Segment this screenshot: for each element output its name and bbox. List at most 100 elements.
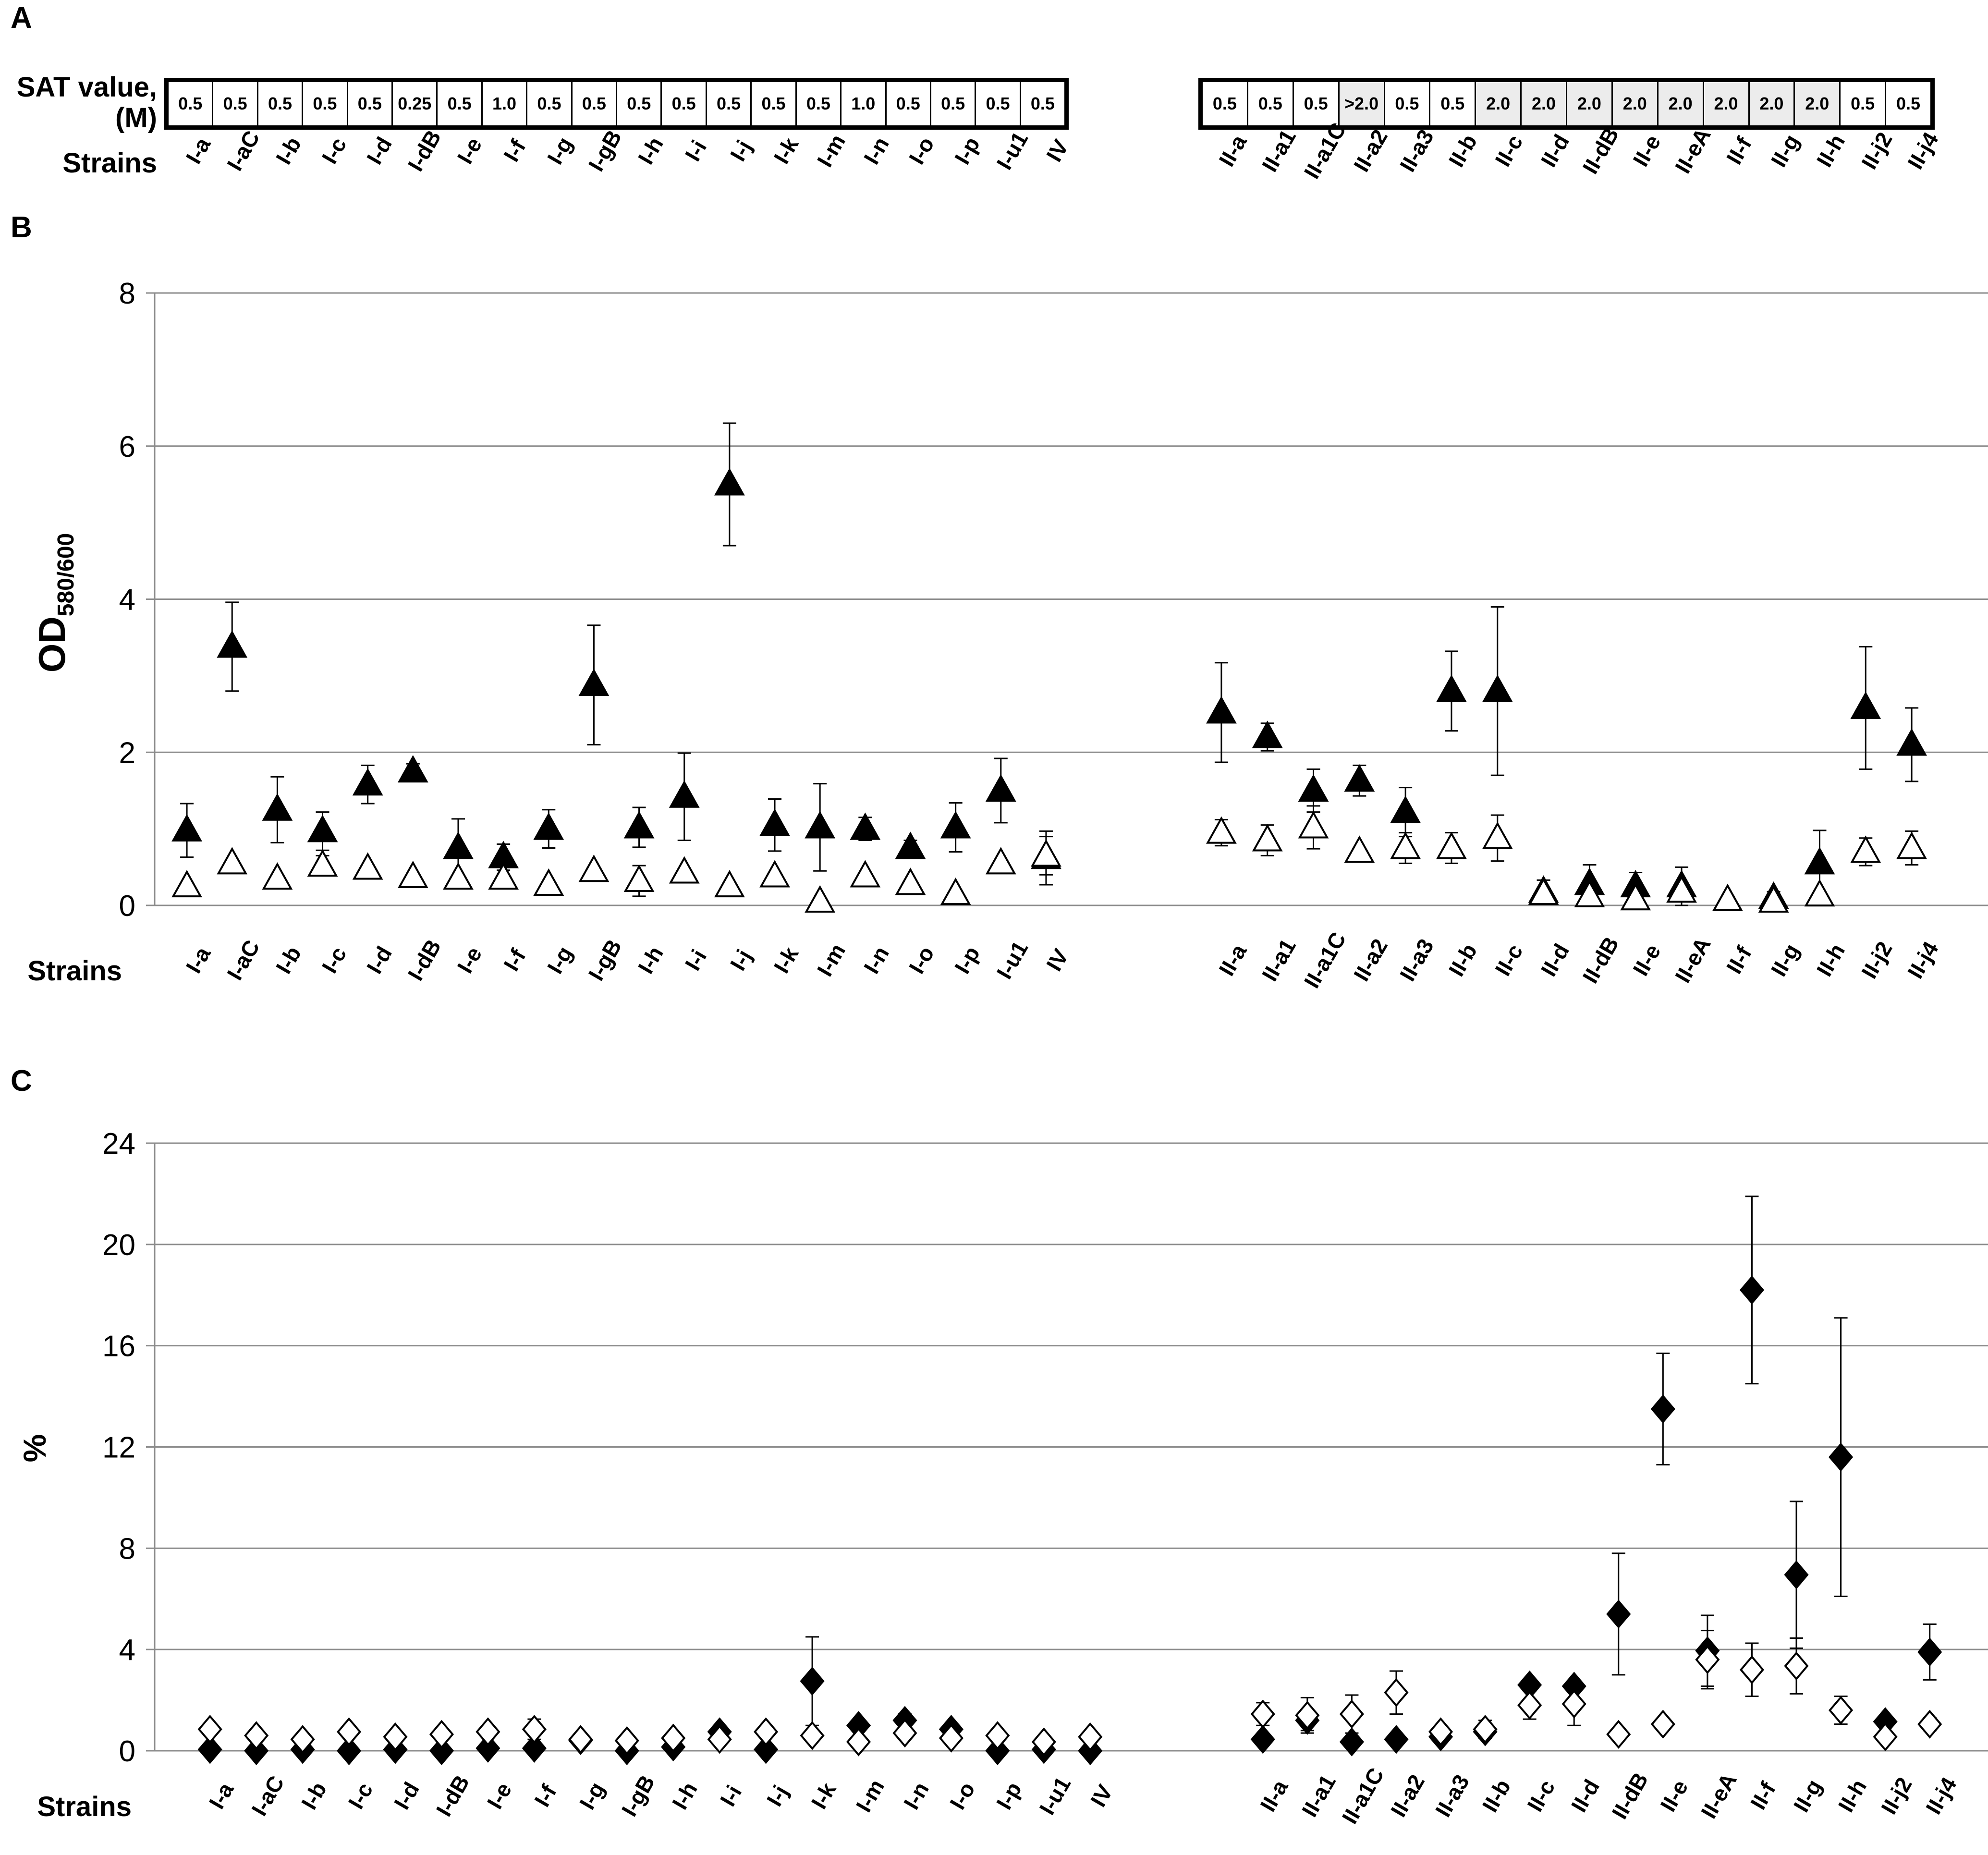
- sat-value-cell: 2.0: [1795, 82, 1841, 125]
- sat-value-cell: 2.0: [1522, 82, 1567, 125]
- chart-b-point-filled: [1206, 696, 1237, 724]
- panel-letter-a: A: [11, 1, 32, 35]
- chart-b-point-filled: [759, 808, 790, 836]
- chart-c-strain-labels-group2: II-a II-a1 II-a1C II-a2 II-a3 II-b II-c II-d II-…: [1241, 1763, 1962, 1828]
- chart-b-point-open: [1758, 885, 1789, 913]
- chart-b-point-open: [1206, 816, 1237, 844]
- chart-c-point-open: [568, 1725, 593, 1754]
- chart-c-point-open: [1517, 1691, 1542, 1720]
- chart-b-point-open: [1666, 875, 1697, 903]
- chart-b-point-filled: [533, 812, 564, 840]
- chart-b-point-open: [1298, 811, 1329, 839]
- chart-c-point-open: [1739, 1655, 1765, 1684]
- chart-b-point-open: [488, 862, 519, 890]
- sat-value-cell: 2.0: [1749, 82, 1795, 125]
- chart-b-y-axis-label-sub: 580/600: [53, 533, 79, 617]
- sat-value-cell: 0.5: [303, 82, 348, 125]
- chart-c-point-open: [383, 1722, 408, 1752]
- chart-c-point-open: [1473, 1715, 1498, 1744]
- chart-b-point-open: [1896, 831, 1927, 859]
- sat-value-label-line1: SAT value,: [16, 72, 157, 103]
- chart-b-point-filled: [895, 831, 926, 859]
- chart-b-ytick-label: 2: [119, 736, 135, 769]
- chart-b-point-open: [985, 847, 1016, 875]
- chart-b-point-open: [1620, 883, 1651, 911]
- sat-value-cell: 0.5: [1293, 82, 1340, 125]
- chart-c-point-filled: [800, 1666, 825, 1696]
- chart-c-point-open: [1561, 1689, 1586, 1719]
- chart-b-y-axis-label-main: OD: [31, 616, 73, 672]
- chart-b-point-filled: [443, 831, 474, 859]
- chart-c-strain-labels-group1: I-a I-aC I-b I-c I-d I-dB I-e I-f I-g I-gB I-h I-i I…: [187, 1771, 1118, 1820]
- chart-b-point-filled: [262, 793, 293, 821]
- chart-b-point-open: [443, 862, 474, 890]
- sat-value-cell: 0.5: [662, 82, 707, 125]
- chart-b-point-open: [1528, 877, 1559, 905]
- chart-c-point-open: [707, 1725, 732, 1754]
- sat-value-cell: 1.0: [842, 82, 887, 125]
- sat-value-cell: 0.5: [796, 82, 842, 125]
- chart-c-point-open: [1695, 1645, 1720, 1674]
- sat-value-cell: 0.25: [393, 82, 438, 125]
- chart-b-point-open: [623, 864, 655, 892]
- chart-b-point-filled: [1850, 691, 1881, 719]
- chart-c-point-filled: [754, 1735, 779, 1764]
- sat-value-cell: 0.5: [1021, 82, 1065, 125]
- sat-value-cell: 0.5: [1248, 82, 1294, 125]
- sat-value-label-line2: (M): [115, 102, 157, 134]
- chart-c-ytick-label: 8: [119, 1532, 135, 1565]
- chart-c-point-filled: [1917, 1637, 1942, 1667]
- chart-b-point-filled: [578, 668, 610, 696]
- chart-b-point-filled: [171, 814, 202, 842]
- chart-b-point-filled: [1436, 674, 1467, 702]
- chart-b-point-filled: [940, 811, 971, 839]
- chart-b-point-open: [1390, 831, 1421, 859]
- chart-c-point-filled: [522, 1733, 547, 1763]
- panel-letter-b: B: [11, 211, 32, 244]
- sat-value-cell: 0.5: [1430, 82, 1476, 125]
- chart-c-point-open: [1078, 1722, 1103, 1752]
- chart-b-ytick-label: 4: [119, 584, 135, 617]
- chart-c-point-open: [1384, 1678, 1409, 1707]
- chart-c-point-filled: [1829, 1442, 1854, 1472]
- sat-value-cell: 0.5: [527, 82, 573, 125]
- chart-b-ytick-label: 6: [119, 430, 135, 464]
- chart-b-point-filled: [985, 774, 1016, 802]
- chart-c-point-open: [614, 1726, 639, 1756]
- chart-b-point-filled: [1896, 728, 1927, 756]
- chart-c-point-open: [337, 1717, 362, 1746]
- chart-c-ytick-label: 20: [102, 1229, 135, 1262]
- sat-value-cell: >2.0: [1339, 82, 1385, 125]
- panel-letter-c: C: [11, 1064, 32, 1098]
- chart-c-point-open: [1606, 1720, 1631, 1749]
- sat-value-cell: 0.5: [438, 82, 483, 125]
- chart-c-point-open: [476, 1717, 500, 1746]
- chart-b-point-open: [1344, 835, 1375, 863]
- chart-b-point-open: [533, 868, 564, 896]
- sat-value-cell: 1.0: [482, 82, 528, 125]
- chart-c-point-open: [892, 1719, 917, 1748]
- chart-b-point-filled: [307, 815, 338, 842]
- chart-b-point-open: [895, 867, 926, 895]
- chart-c-point-filled: [476, 1733, 500, 1763]
- chart-b-point-filled: [805, 811, 836, 839]
- chart-b-point-open: [307, 849, 338, 877]
- chart-c-point-open: [1917, 1709, 1942, 1739]
- chart-b-point-open: [397, 860, 428, 889]
- chart-c-point-filled: [985, 1736, 1010, 1766]
- chart-c-point-open: [1339, 1699, 1364, 1729]
- chart-b-point-open: [1574, 879, 1605, 907]
- chart-c-ytick-label: 12: [102, 1431, 135, 1464]
- chart-c-point-open: [800, 1721, 825, 1750]
- chart-c-point-filled: [1250, 1725, 1275, 1754]
- chart-c-point-filled: [1606, 1599, 1631, 1629]
- chart-b-point-open: [1436, 831, 1467, 859]
- sat-value-cell: 2.0: [1704, 82, 1750, 125]
- sat-value-cell: 2.0: [1567, 82, 1613, 125]
- sat-value-cell: 0.5: [617, 82, 662, 125]
- chart-c-point-filled: [1650, 1394, 1675, 1424]
- chart-b-point-filled: [1390, 795, 1421, 823]
- chart-b-point-filled: [217, 630, 248, 658]
